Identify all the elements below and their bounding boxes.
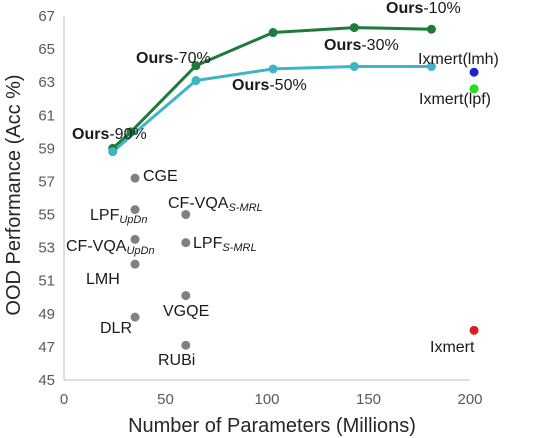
point-label-text: VGQE xyxy=(163,303,209,320)
axes: 0 50 100 150 200 45 47 49 51 53 55 57 59 61 63 65 67 xyxy=(38,8,482,408)
point-label: Ours-10% xyxy=(386,0,461,17)
point-label-text: Ixmert(lpf) xyxy=(419,91,491,108)
data-point-s2 xyxy=(181,238,191,248)
point-label-bold: Ours xyxy=(72,126,109,143)
y-tick-label: 59 xyxy=(38,140,55,157)
data-point-s0 xyxy=(349,23,359,33)
point-label-text: Ixmert(lmh) xyxy=(418,51,499,68)
point-label: RUBi xyxy=(158,352,195,369)
point-label: CF-VQAUpDn xyxy=(66,238,155,257)
data-point-s2 xyxy=(130,312,140,322)
y-tick-label: 55 xyxy=(38,207,55,224)
data-point-s2 xyxy=(130,173,140,183)
point-label-text: DLR xyxy=(100,320,132,337)
point-label-subscript: UpDn xyxy=(119,214,147,226)
point-label-text: LPF xyxy=(90,207,120,224)
point-label: Ours-70% xyxy=(136,50,211,67)
point-label: Ixmert(lmh) xyxy=(418,51,499,68)
x-tick-label: 100 xyxy=(254,391,279,408)
data-point-s0 xyxy=(426,24,436,34)
point-label-bold: Ours xyxy=(324,37,361,54)
point-label-text: CGE xyxy=(143,168,178,185)
y-tick-label: 65 xyxy=(38,41,55,58)
data-points xyxy=(108,23,479,350)
point-label-bold: Ours xyxy=(136,50,173,67)
data-point-s2 xyxy=(181,210,191,220)
data-point-s1 xyxy=(349,61,359,71)
data-point-s1 xyxy=(108,147,118,157)
data-point-s2 xyxy=(130,259,140,269)
point-label: CGE xyxy=(143,168,178,185)
x-axis-title: Number of Parameters (Millions) xyxy=(128,415,416,437)
y-tick-label: 53 xyxy=(38,240,55,257)
y-tick-label: 51 xyxy=(38,273,55,290)
data-point-s2 xyxy=(130,205,140,215)
x-tick-label: 0 xyxy=(60,391,68,408)
point-label-text: -30% xyxy=(361,37,398,54)
point-label: Ours-30% xyxy=(324,37,399,54)
point-label-subscript: S-MRL xyxy=(222,242,256,254)
y-tick-label: 49 xyxy=(38,306,55,323)
point-label: Ixmert xyxy=(430,339,475,356)
data-point-s1 xyxy=(191,76,201,86)
point-label-bold: Ours xyxy=(386,0,423,17)
point-label-text: -50% xyxy=(269,77,306,94)
data-point-s0 xyxy=(191,61,201,71)
data-point-s2 xyxy=(181,340,191,350)
data-point-s4 xyxy=(469,84,479,94)
y-tick-label: 57 xyxy=(38,173,55,190)
data-point-s1 xyxy=(268,64,278,74)
x-tick-label: 50 xyxy=(157,391,174,408)
data-point-s2 xyxy=(181,291,191,301)
data-point-s2 xyxy=(130,234,140,244)
point-label: Ours-50% xyxy=(232,77,307,94)
y-tick-label: 61 xyxy=(38,107,55,124)
point-label-text: CF-VQA xyxy=(168,195,229,212)
point-label-text: -70% xyxy=(173,50,210,67)
point-label-text: LPF xyxy=(193,235,223,252)
y-axis-title: OOD Performance (Acc %) xyxy=(3,74,25,315)
y-tick-label: 47 xyxy=(38,339,55,356)
x-tick-label: 200 xyxy=(457,391,482,408)
data-point-s1 xyxy=(426,61,436,71)
point-label-bold: Ours xyxy=(232,77,269,94)
point-label: DLR xyxy=(100,320,132,337)
point-label-subscript: UpDn xyxy=(126,245,154,257)
y-tick-label: 63 xyxy=(38,74,55,91)
y-tick-label: 45 xyxy=(38,372,55,389)
point-labels: Ours-10%Ours-30%Ours-50%Ours-70%Ours-90%… xyxy=(66,0,499,369)
point-label: VGQE xyxy=(163,303,209,320)
data-point-s3 xyxy=(469,67,479,77)
point-label-subscript: S-MRL xyxy=(228,202,262,214)
point-label-text: -90% xyxy=(109,126,146,143)
point-label: Ixmert(lpf) xyxy=(419,91,491,108)
x-tick-label: 150 xyxy=(356,391,381,408)
point-label: Ours-90% xyxy=(72,126,147,143)
data-point-s0 xyxy=(268,28,278,38)
point-label-text: LMH xyxy=(86,271,120,288)
point-label-text: -10% xyxy=(423,0,460,17)
y-tick-label: 67 xyxy=(38,8,55,25)
point-label-text: CF-VQA xyxy=(66,238,127,255)
data-point-s5 xyxy=(469,325,479,335)
point-label: CF-VQAS-MRL xyxy=(168,195,263,214)
point-label-text: RUBi xyxy=(158,352,195,369)
point-label-text: Ixmert xyxy=(430,339,475,356)
point-label: LMH xyxy=(86,271,120,288)
point-label: LPFS-MRL xyxy=(193,235,257,254)
point-label: LPFUpDn xyxy=(90,207,147,226)
data-point-s0 xyxy=(126,127,136,137)
